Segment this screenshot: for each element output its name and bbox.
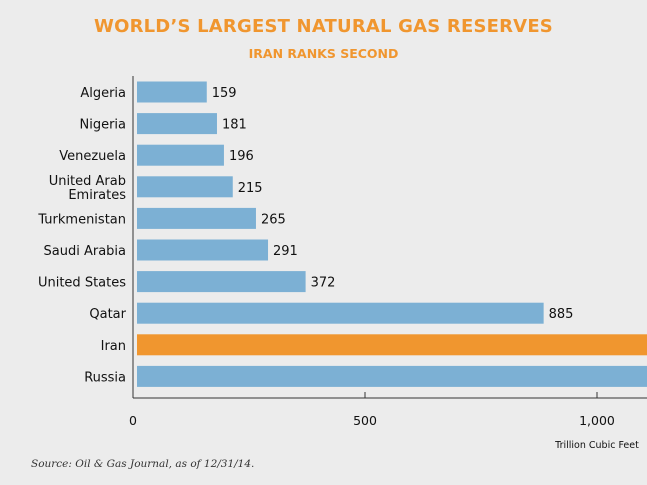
x-tick-label: 500 [353, 413, 377, 428]
category-label: Russia [84, 370, 126, 385]
bar [137, 144, 224, 166]
chart-subtitle: IRAN RANKS SECOND [248, 46, 399, 61]
category-label: Iran [101, 339, 126, 354]
bar [137, 365, 647, 387]
data-label: 181 [222, 118, 247, 133]
data-label: 265 [261, 212, 286, 227]
source-note: Source: Oil & Gas Journal, as of 12/31/1… [31, 458, 255, 470]
data-label: 215 [238, 181, 263, 196]
bar [137, 302, 544, 324]
data-label: 159 [212, 86, 237, 101]
bar [137, 176, 233, 198]
category-label: Nigeria [79, 118, 126, 133]
category-label: United States [38, 276, 126, 291]
category-label: Venezuela [59, 149, 126, 164]
bar [137, 207, 256, 229]
data-label: 885 [549, 307, 574, 322]
category-label: Saudi Arabia [44, 244, 127, 259]
category-label: Qatar [89, 307, 126, 322]
bar [137, 81, 207, 103]
bar [137, 334, 647, 356]
chart-title: WORLD’S LARGEST NATURAL GAS RESERVES [94, 16, 553, 37]
data-label: 196 [229, 149, 254, 164]
bar [137, 113, 217, 135]
x-axis-title: Trillion Cubic Feet [554, 440, 639, 451]
bar [137, 271, 306, 293]
category-label: Turkmenistan [37, 212, 126, 227]
data-label: 372 [311, 276, 336, 291]
data-label: 291 [273, 244, 298, 259]
category-label: United Arab [49, 174, 126, 189]
x-tick-label: 0 [129, 413, 137, 428]
bar [137, 239, 269, 261]
category-label: Algeria [80, 86, 126, 101]
category-label: Emirates [68, 188, 126, 203]
x-tick-label: 1,000 [579, 413, 615, 428]
